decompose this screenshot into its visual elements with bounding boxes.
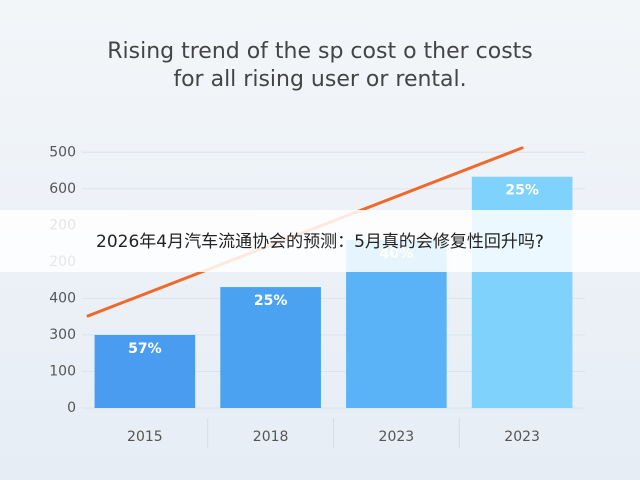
bar xyxy=(220,287,321,408)
x-tick-label: 2015 xyxy=(127,429,163,445)
y-tick-label: 0 xyxy=(67,400,76,416)
y-tick-label: 300 xyxy=(49,327,76,343)
chart-title: Rising trend of the sp cost o ther costs xyxy=(107,39,533,64)
chart-title: for all rising user or rental. xyxy=(173,67,466,92)
bar-annotation: 25% xyxy=(254,293,288,309)
bar-annotation: 25% xyxy=(505,183,539,199)
y-tick-label: 500 xyxy=(49,144,76,160)
banner xyxy=(0,210,640,272)
bar-annotation: 57% xyxy=(128,341,162,357)
x-tick-label: 2023 xyxy=(379,429,415,445)
y-tick-label: 600 xyxy=(49,181,76,197)
y-tick-label: 100 xyxy=(49,363,76,379)
banner-text: 2026年4月汽车流通协会的预测：5月真的会修复性回升吗? xyxy=(96,232,544,252)
bar xyxy=(94,334,196,408)
y-tick-label: 400 xyxy=(49,290,76,306)
x-tick-label: 2023 xyxy=(504,429,540,445)
x-tick-label: 2018 xyxy=(253,429,289,445)
